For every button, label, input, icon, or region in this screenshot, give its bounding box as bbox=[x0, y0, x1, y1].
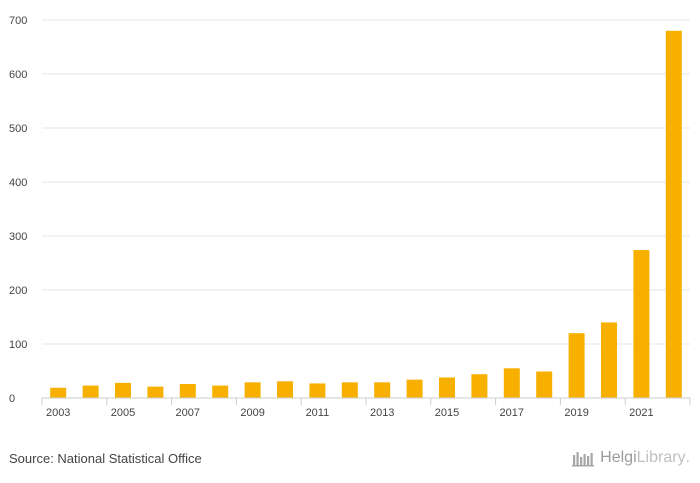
x-axis bbox=[41, 397, 691, 405]
x-tick-label-2013: 2013 bbox=[370, 407, 394, 419]
y-tick-label-100: 100 bbox=[9, 339, 27, 351]
bar-2010 bbox=[277, 381, 293, 398]
x-tick-label-2007: 2007 bbox=[176, 407, 200, 419]
bar-2015 bbox=[439, 377, 455, 398]
y-tick-label-200: 200 bbox=[9, 285, 27, 297]
grid-lines bbox=[42, 19, 690, 345]
y-tick-label-700: 700 bbox=[9, 15, 27, 27]
bar-2007 bbox=[179, 383, 196, 398]
bars bbox=[50, 30, 682, 399]
brand-name-dot: . bbox=[685, 449, 690, 466]
bar-2016 bbox=[471, 374, 488, 398]
bar-2004 bbox=[82, 385, 99, 398]
library-icon bbox=[572, 452, 595, 467]
y-tick-label-300: 300 bbox=[9, 231, 27, 243]
x-tick-label-2003: 2003 bbox=[46, 407, 70, 419]
y-tick-label-500: 500 bbox=[9, 123, 27, 135]
x-tick-label-2005: 2005 bbox=[111, 407, 135, 419]
source-note: Source: National Statistical Office bbox=[9, 451, 202, 466]
bar-2022 bbox=[665, 30, 682, 399]
brand-name-part2: Library bbox=[636, 449, 686, 466]
x-tick-label-2017: 2017 bbox=[500, 407, 524, 419]
bar-2003 bbox=[50, 387, 67, 398]
bar-2008 bbox=[212, 385, 229, 398]
y-axis-labels: 0 100 200 300 400 500 600 700 bbox=[9, 15, 27, 405]
brand-logo: Helgi Library. bbox=[572, 449, 690, 467]
y-tick-label-400: 400 bbox=[9, 177, 27, 189]
bar-2005 bbox=[115, 382, 131, 398]
y-tick-label-600: 600 bbox=[9, 69, 27, 81]
x-tick-label-2015: 2015 bbox=[435, 407, 459, 419]
bar-2013 bbox=[374, 382, 391, 398]
bar-2017 bbox=[503, 368, 520, 398]
y-tick-label-0: 0 bbox=[9, 393, 15, 405]
bar-2012 bbox=[341, 382, 358, 398]
bar-2020 bbox=[601, 322, 617, 398]
bar-2019 bbox=[568, 333, 585, 398]
brand-name-part1: Helgi bbox=[600, 449, 637, 466]
x-axis-labels: 2003 2005 2007 2009 2011 2013 2015 2017 2019 2021 bbox=[46, 407, 654, 419]
bar-2018 bbox=[536, 371, 553, 398]
bar-2014 bbox=[406, 379, 423, 398]
bar-2011 bbox=[309, 383, 326, 398]
x-tick-label-2011: 2011 bbox=[306, 407, 330, 419]
x-tick-label-2019: 2019 bbox=[564, 407, 588, 419]
bar-2021 bbox=[633, 250, 650, 398]
x-tick-label-2021: 2021 bbox=[629, 407, 653, 419]
bar-2009 bbox=[244, 382, 261, 398]
bar-2006 bbox=[147, 386, 164, 398]
x-tick-label-2009: 2009 bbox=[240, 407, 264, 419]
